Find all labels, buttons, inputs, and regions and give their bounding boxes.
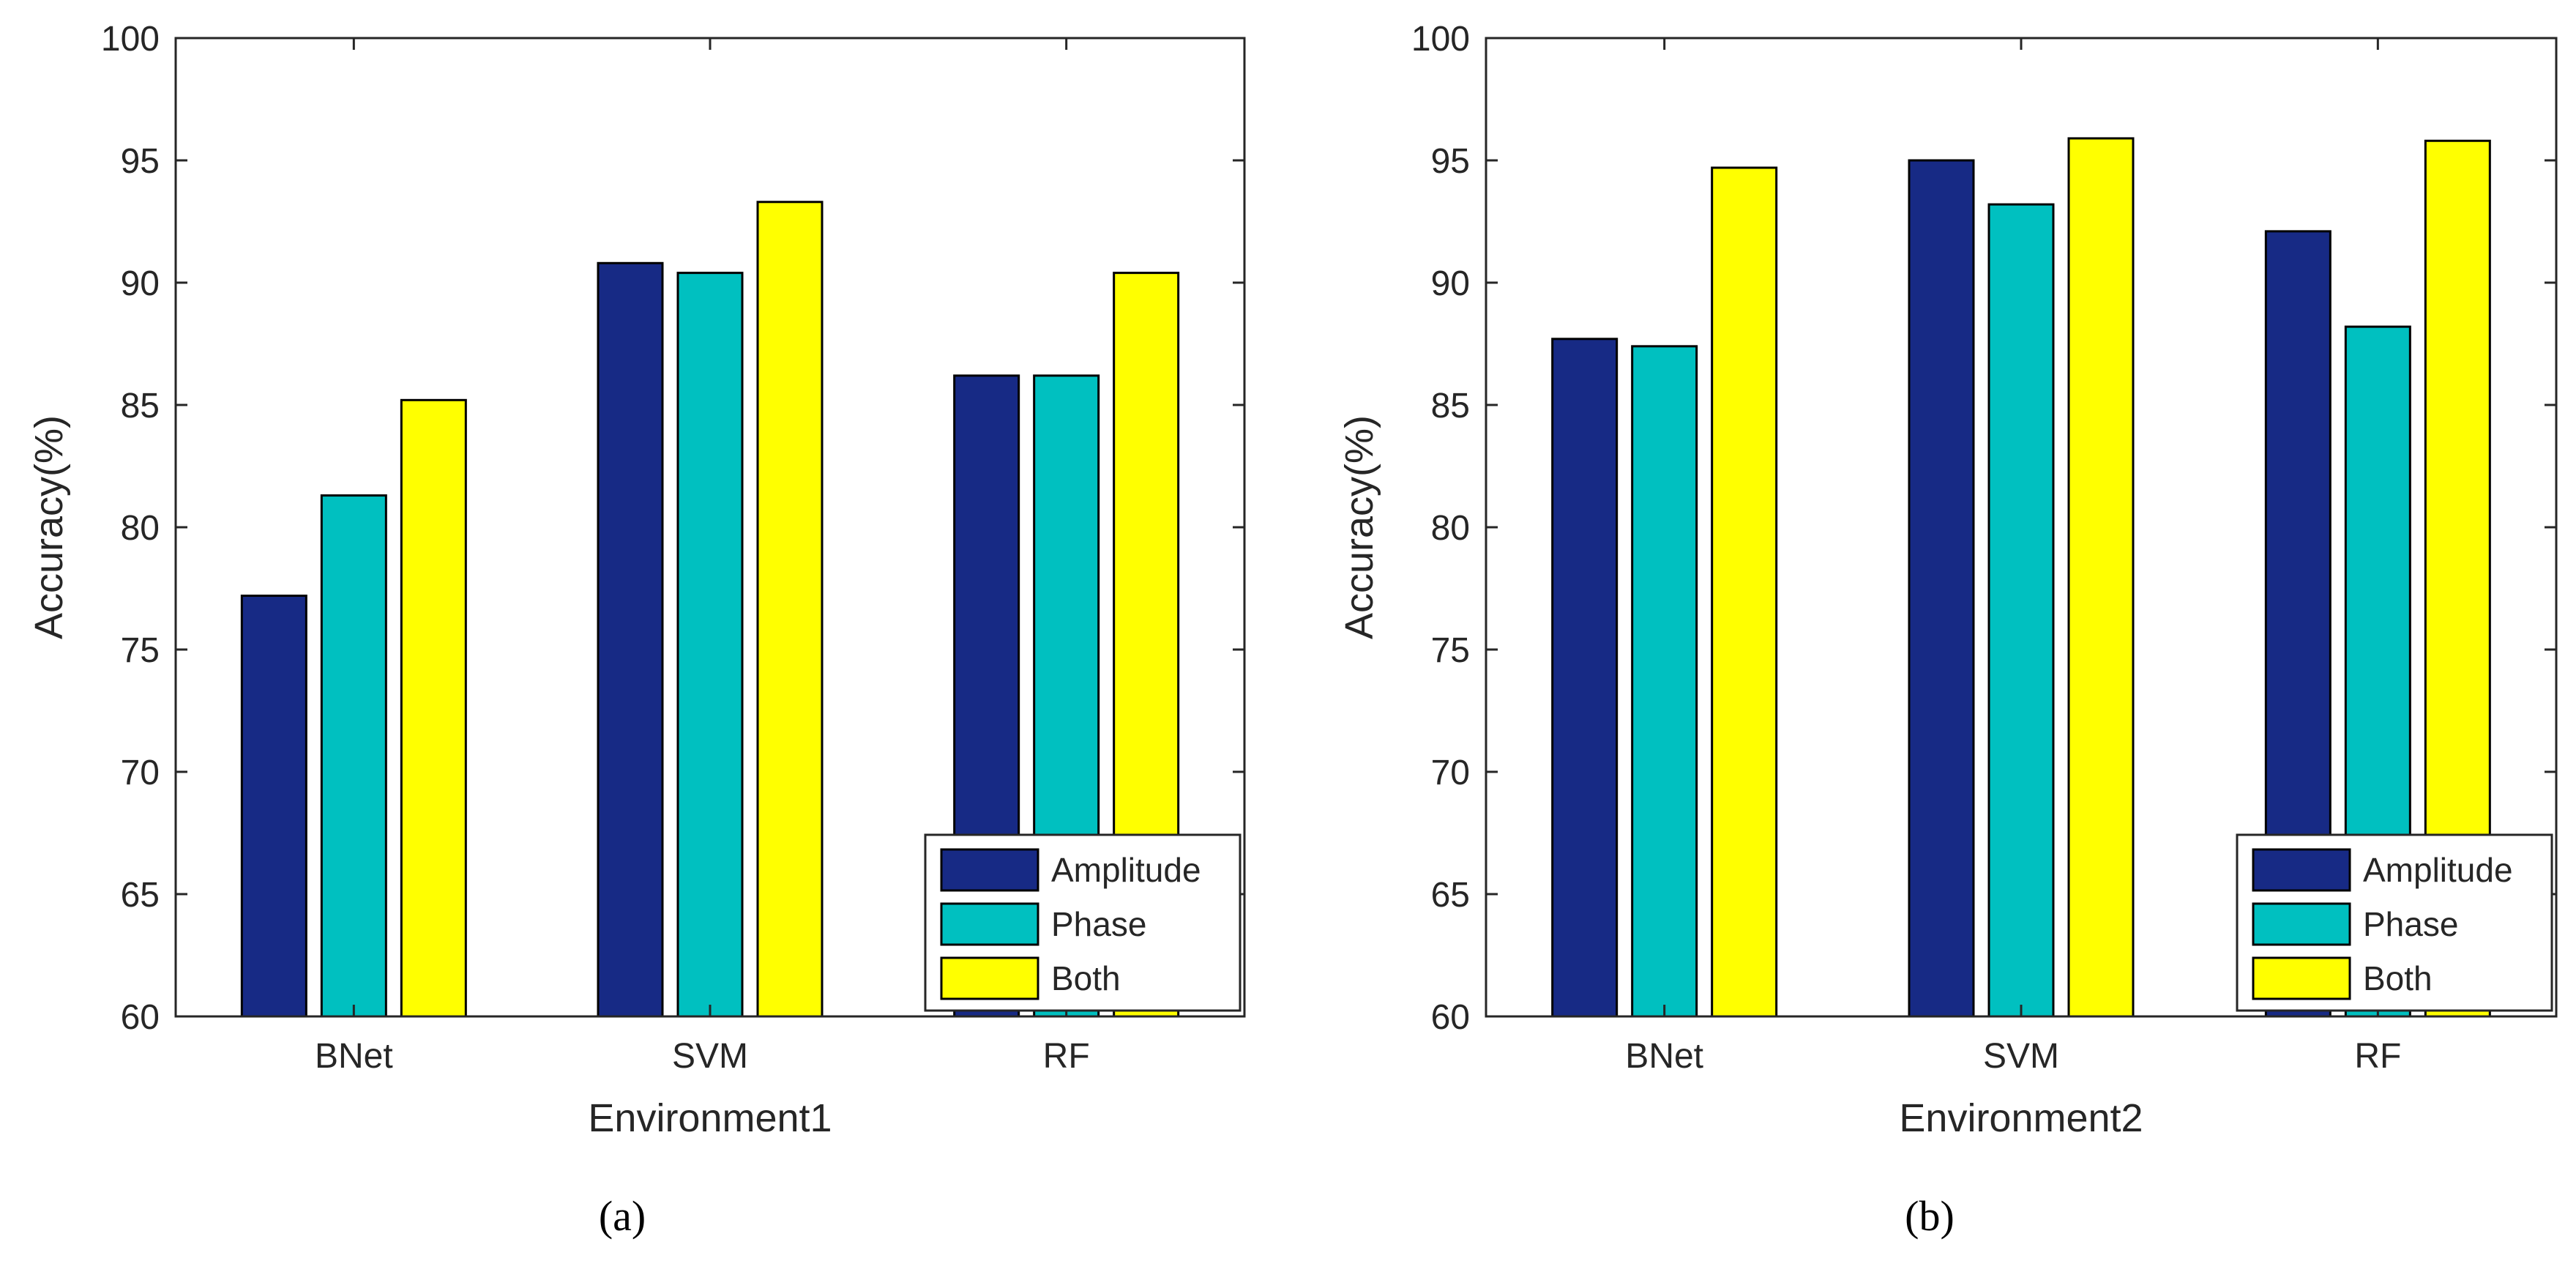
legend-swatch-amplitude (2252, 848, 2351, 892)
bar-phase-bnet (320, 494, 387, 1018)
x-tick-label-rf: RF (1043, 1037, 1090, 1076)
bar-phase-svm (676, 272, 744, 1018)
panel-caption: (b) (1905, 1192, 1955, 1240)
chart-panel-b: 60 65 70 75 80 85 90 95 100 BNet SVM RF Environment2… (1337, 20, 2558, 1240)
y-tick-label: 70 (121, 754, 160, 792)
y-tick-label: 70 (1431, 754, 1470, 792)
chart-panel-a: 60 65 70 75 80 85 90 95 100 BNet SVM RF Environment1… (27, 20, 1246, 1240)
legend-label-phase: Phase (2363, 905, 2458, 943)
x-tick-label-rf: RF (2354, 1037, 2401, 1076)
legend-label-both: Both (1051, 959, 1121, 997)
y-tick-label: 95 (1431, 142, 1470, 181)
legend-swatch-both (940, 956, 1039, 1000)
bar-both-bnet (400, 398, 467, 1018)
bar-phase-bnet (1631, 345, 1698, 1018)
y-tick-label: 100 (101, 20, 160, 59)
legend: Amplitude Phase Both (924, 833, 1242, 1012)
legend-swatch-both (2252, 956, 2351, 1000)
y-tick-label: 95 (121, 142, 160, 181)
legend-swatch-amplitude (940, 848, 1039, 892)
y-tick-label: 90 (1431, 264, 1470, 303)
bar-both-svm (2067, 137, 2135, 1018)
y-tick-label: 85 (1431, 387, 1470, 425)
x-axis-label: Environment1 (588, 1096, 832, 1140)
x-axis-label: Environment2 (1899, 1096, 2143, 1140)
x-tick-label-svm: SVM (672, 1037, 748, 1076)
y-tick-label: 85 (121, 387, 160, 425)
y-tick-label: 60 (121, 998, 160, 1037)
bar-amplitude-svm (597, 261, 664, 1018)
legend-swatch-phase (940, 902, 1039, 946)
x-tick-label-bnet: BNet (315, 1037, 393, 1076)
y-tick-label: 60 (1431, 998, 1470, 1037)
bar-both-svm (756, 201, 824, 1018)
bar-phase-svm (1987, 203, 2055, 1018)
bar-amplitude-bnet (1551, 338, 1619, 1018)
y-axis-label: Accuracy(%) (27, 415, 71, 639)
y-tick-label: 90 (121, 264, 160, 303)
y-tick-label: 100 (1411, 20, 1470, 59)
legend-label-phase: Phase (1051, 905, 1146, 943)
legend-label-amplitude: Amplitude (2363, 851, 2513, 889)
y-tick-label: 75 (1431, 631, 1470, 670)
y-tick-label: 75 (121, 631, 160, 670)
x-tick-label-svm: SVM (1983, 1037, 2059, 1076)
legend-label-amplitude: Amplitude (1051, 851, 1201, 889)
y-tick-label: 80 (1431, 509, 1470, 548)
bar-both-bnet (1711, 166, 1778, 1018)
bar-amplitude-bnet (240, 595, 307, 1018)
y-tick-label: 65 (1431, 876, 1470, 915)
legend-swatch-phase (2252, 902, 2351, 946)
y-tick-label: 65 (121, 876, 160, 915)
y-tick-label: 80 (121, 509, 160, 548)
panel-caption: (a) (599, 1192, 646, 1240)
bar-amplitude-svm (1908, 159, 1975, 1018)
x-tick-label-bnet: BNet (1625, 1037, 1703, 1076)
legend: Amplitude Phase Both (2236, 833, 2553, 1012)
y-axis-label: Accuracy(%) (1337, 415, 1381, 639)
legend-label-both: Both (2363, 959, 2433, 997)
